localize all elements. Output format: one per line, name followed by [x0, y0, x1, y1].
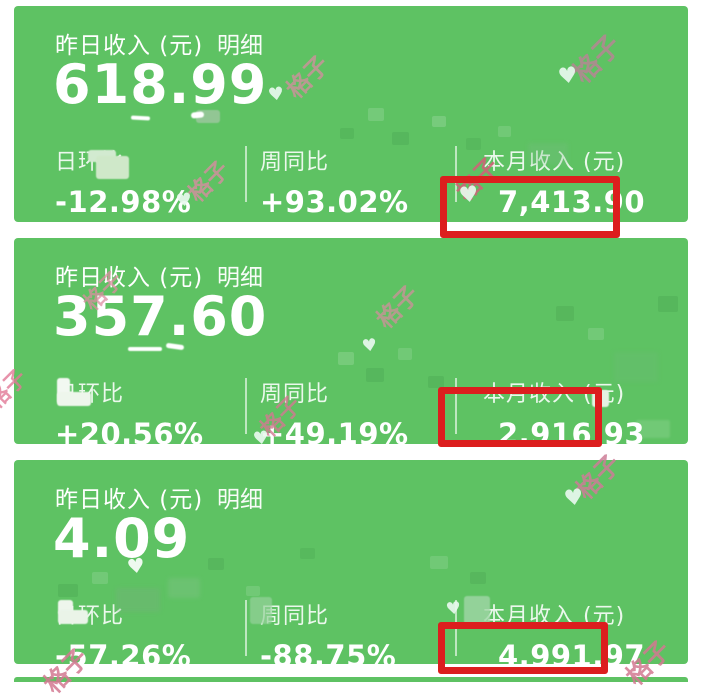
mosaic-patch [366, 368, 384, 382]
mosaic-patch [168, 578, 200, 598]
mosaic-patch [392, 132, 409, 145]
mosaic-patch [432, 116, 446, 127]
highlight-box [438, 387, 602, 447]
mosaic-patch [470, 572, 486, 584]
income-card-1: 昨日收入 (元) 明细 618.99 日环比 -12.98% 周同比 +93.0… [14, 6, 688, 222]
divider [245, 146, 247, 202]
mosaic-patch [92, 572, 108, 584]
divider [455, 146, 457, 202]
card-title: 昨日收入 (元) [55, 265, 204, 291]
mosaic-patch [658, 296, 678, 312]
stat-label: 周同比 [260, 604, 330, 629]
yesterday-income-value: 4.09 [53, 507, 191, 570]
stat-value: -12.98% [55, 185, 192, 219]
mosaic-patch [498, 126, 511, 137]
detail-link[interactable]: 明细 [217, 33, 263, 59]
highlight-box [438, 622, 608, 674]
mosaic-patch [58, 584, 78, 597]
mosaic-patch [528, 143, 568, 165]
stat-week-over-week: 周同比 +93.02% [260, 144, 409, 219]
divider [245, 378, 247, 434]
censor-blob [57, 392, 91, 406]
stat-value: -88.75% [260, 639, 397, 673]
stat-value: +93.02% [260, 185, 409, 219]
mosaic-patch [428, 376, 444, 388]
highlight-box [440, 176, 620, 238]
mosaic-patch [246, 586, 260, 596]
mosaic-patch [556, 306, 574, 321]
censor-blob [464, 596, 490, 624]
mosaic-patch [614, 352, 658, 382]
mosaic-patch [466, 138, 481, 150]
card-title: 昨日收入 (元) [55, 487, 204, 513]
mosaic-patch [208, 558, 224, 570]
censor-blob [96, 156, 129, 179]
stat-week-over-week: 周同比 -88.75% [260, 598, 396, 673]
stat-month-income: 本月收入 (元) 7,413.90 [483, 144, 645, 219]
mosaic-patch [430, 556, 448, 569]
stat-value: -57.26% [55, 639, 192, 673]
yesterday-income-value: 357.60 [53, 285, 268, 348]
mosaic-patch [116, 588, 160, 612]
censor-blob [250, 597, 272, 624]
next-card-edge [14, 677, 688, 682]
censor-blob [128, 347, 162, 351]
income-card-3: 昨日收入 (元) 明细 4.09 日环比 -57.26% 周同比 -88.75%… [14, 460, 688, 673]
mosaic-patch [338, 352, 354, 365]
censor-blob [58, 610, 88, 624]
stat-day-over-day: 日环比 +20.56% [55, 376, 204, 451]
mosaic-patch [398, 348, 412, 360]
mosaic-patch [588, 328, 604, 340]
mosaic-patch [340, 128, 354, 139]
detail-link[interactable]: 明细 [217, 265, 263, 291]
mosaic-patch [368, 108, 384, 121]
stat-day-over-day: 日环比 -57.26% [55, 598, 191, 673]
card-title: 昨日收入 (元) [55, 33, 204, 59]
divider [455, 378, 457, 434]
mosaic-patch [300, 548, 315, 559]
stat-value: +49.19% [260, 417, 409, 451]
stat-value: +20.56% [55, 417, 204, 451]
yesterday-income-value: 618.99 [53, 53, 268, 116]
stat-week-over-week: 周同比 +49.19% [260, 376, 409, 451]
stat-label: 本月收入 (元) [483, 150, 626, 175]
detail-link[interactable]: 明细 [217, 487, 263, 513]
stat-label: 周同比 [260, 150, 330, 175]
stat-label: 周同比 [260, 382, 330, 407]
divider [245, 600, 247, 656]
stat-value: 7,413.90 [498, 185, 646, 219]
mosaic-patch [636, 420, 670, 438]
